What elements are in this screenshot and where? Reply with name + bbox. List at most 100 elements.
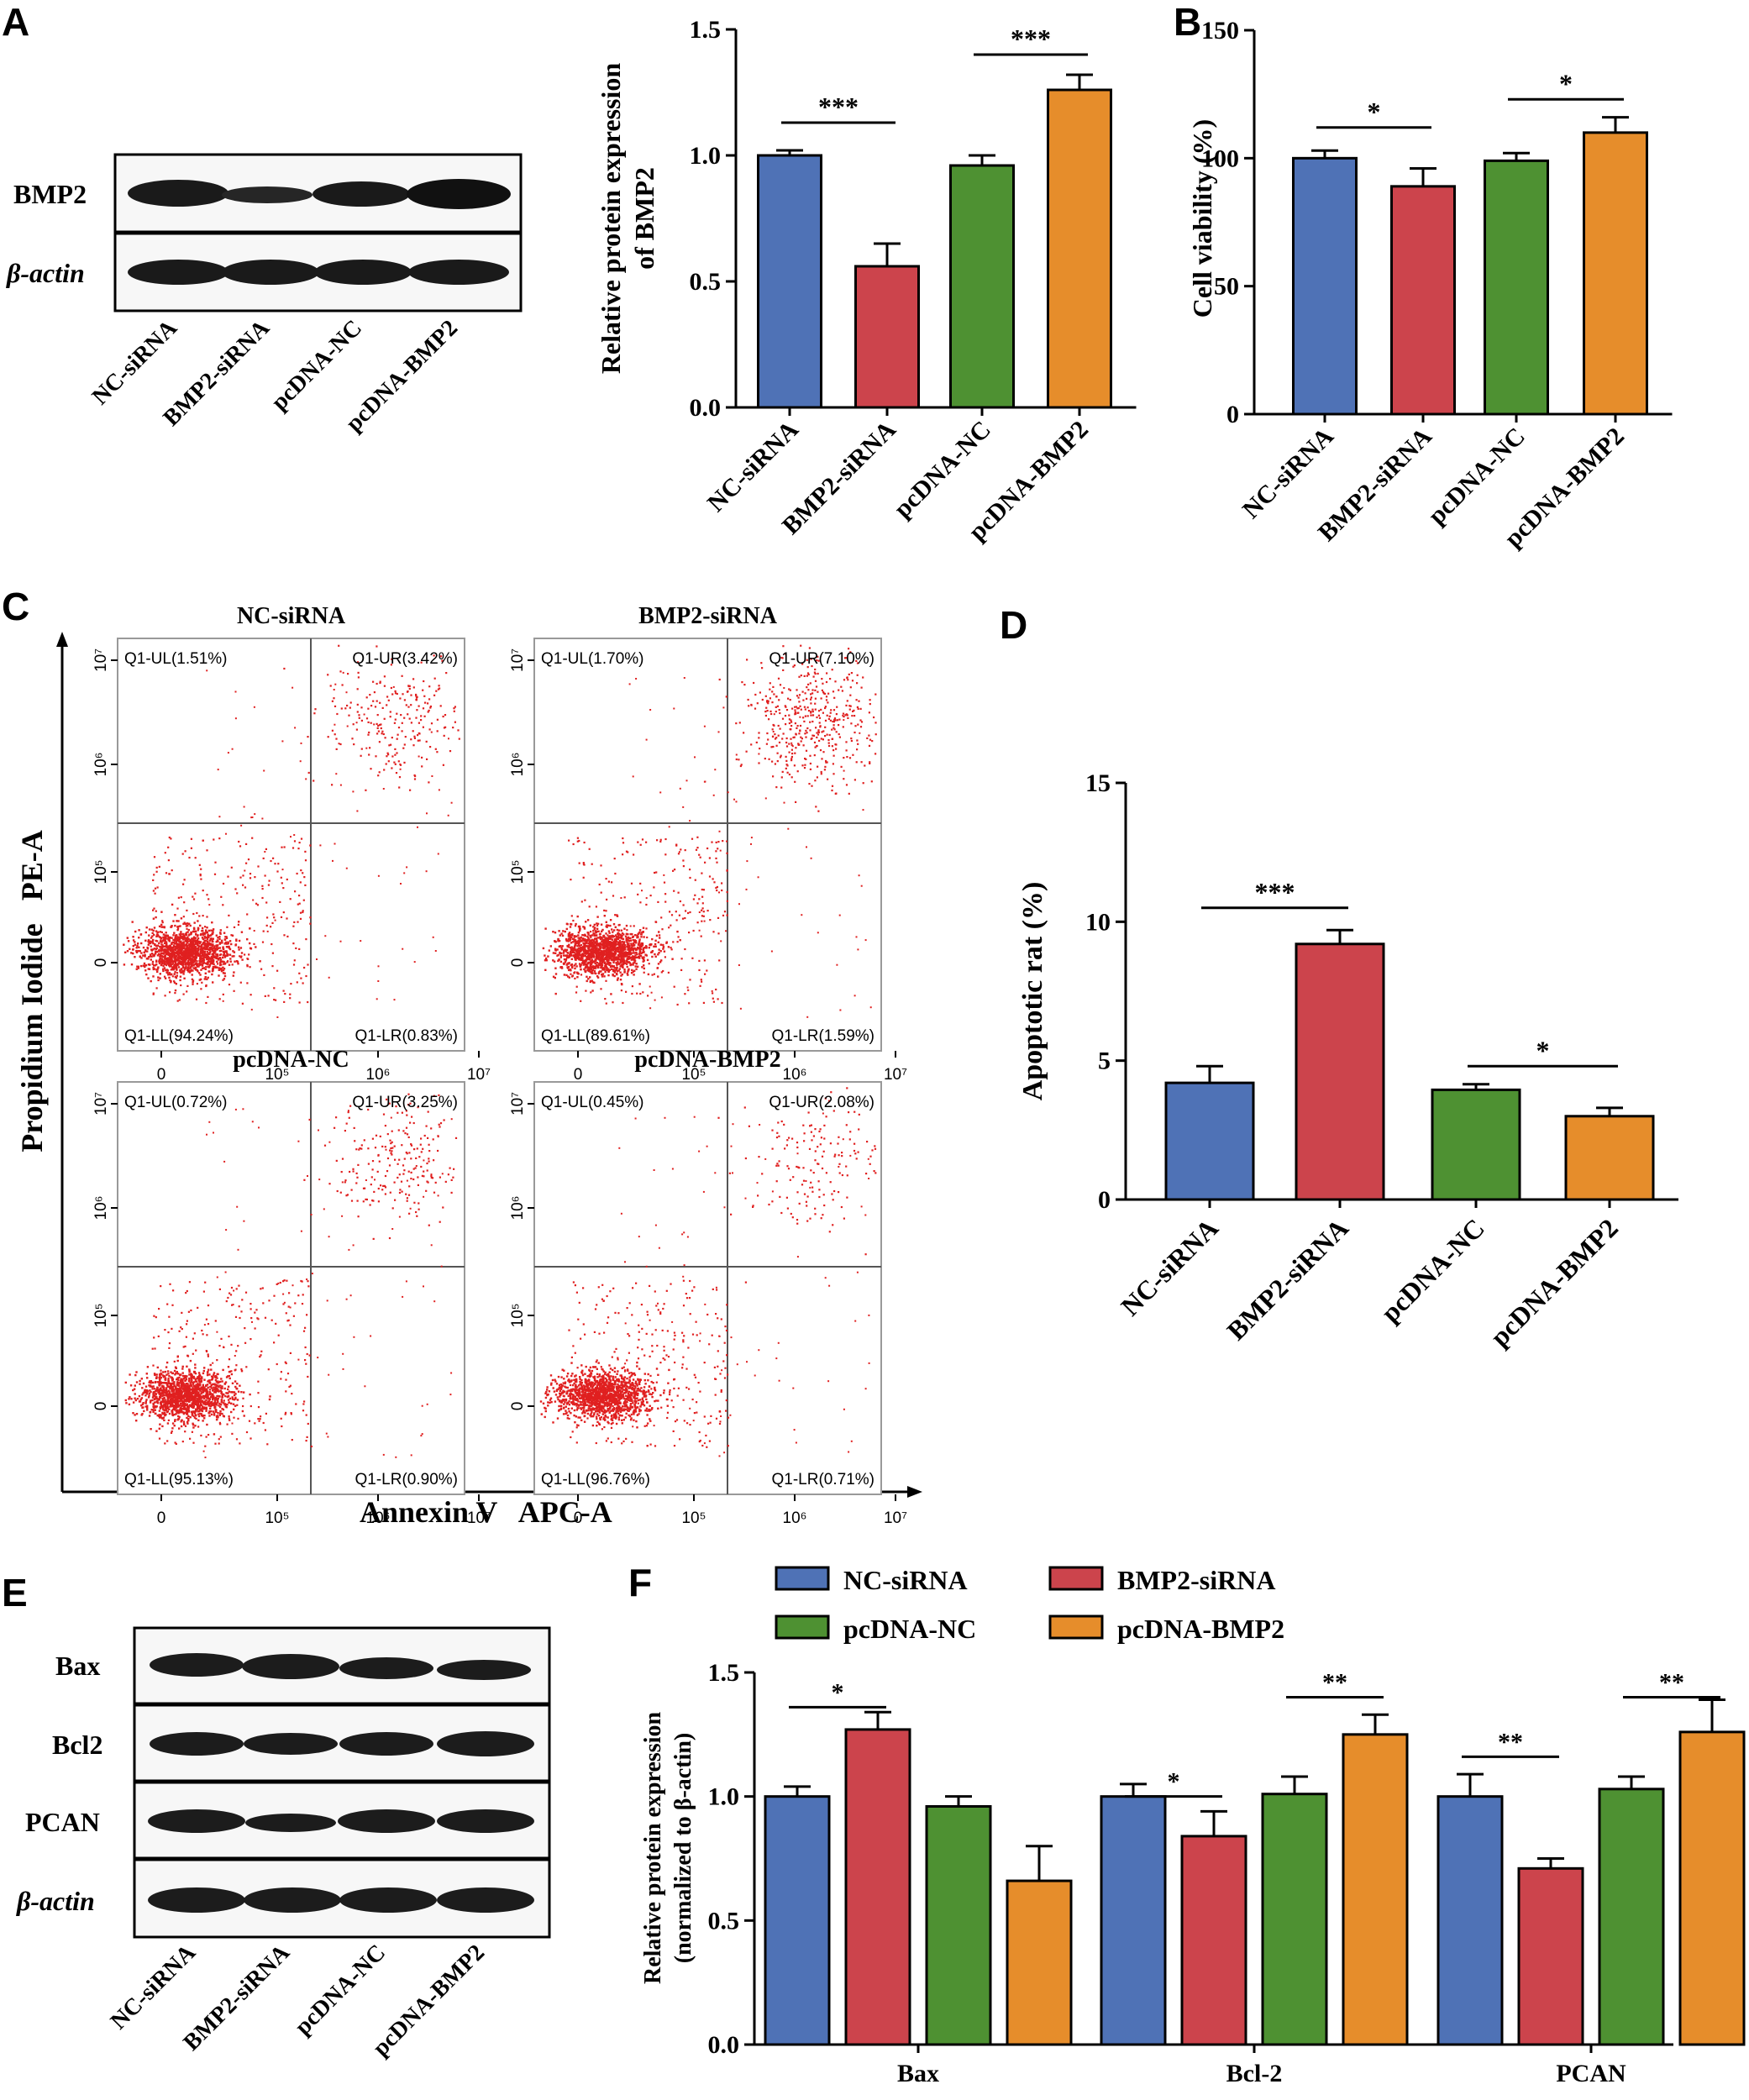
flow-dot: [222, 904, 224, 906]
flow-dot: [684, 948, 686, 951]
flow-dot: [196, 983, 198, 985]
flow-dot: [600, 943, 603, 946]
flow-dot: [187, 944, 190, 947]
flow-dot: [218, 1405, 222, 1409]
flow-dot: [600, 864, 602, 867]
flow-dot: [738, 759, 740, 761]
flow-dot: [181, 962, 184, 964]
flow-dot: [205, 1001, 207, 1005]
flow-dot: [212, 966, 215, 969]
flow-dot: [859, 719, 862, 722]
flow-dot: [175, 964, 177, 968]
flow-dot: [815, 806, 817, 808]
flow-dot: [857, 948, 859, 951]
flow-dot: [200, 969, 202, 971]
flow-dot: [843, 757, 845, 759]
flow-dot: [613, 944, 616, 948]
flow-dot: [684, 849, 686, 852]
flow-dot: [542, 947, 545, 950]
flow-x-label: Annexin V APC-A: [360, 1495, 612, 1529]
flow-dot: [192, 927, 196, 931]
flow-dot: [179, 961, 182, 963]
flow-dot: [164, 977, 167, 979]
flow-dot: [180, 1402, 182, 1404]
flow-dot: [382, 788, 385, 790]
flow-dot: [193, 1412, 197, 1415]
flow-dot: [418, 739, 421, 742]
flow-dot: [816, 736, 818, 738]
flow-dot: [198, 942, 202, 944]
flow-dot: [571, 937, 574, 940]
flow-dot: [155, 969, 158, 971]
flow-dot: [192, 964, 195, 967]
flow-dot: [182, 1404, 185, 1406]
flow-dot: [610, 958, 612, 961]
flow-dot: [327, 736, 329, 738]
flow-dot: [195, 932, 197, 935]
flow-dot: [208, 1373, 211, 1376]
flow-dot: [144, 965, 146, 969]
flow-dot: [221, 969, 224, 972]
flow-dot: [129, 1396, 131, 1399]
flow-dot: [232, 1391, 234, 1394]
flow-dot: [796, 695, 799, 697]
flow-dot: [274, 919, 276, 921]
flow-dot: [168, 948, 171, 951]
flow-dot: [162, 936, 165, 939]
flow-dot: [598, 948, 601, 951]
flow-dot: [814, 668, 817, 671]
flow-dot: [283, 846, 286, 848]
flow-dot: [206, 894, 208, 896]
flow-dot: [589, 970, 591, 974]
flow-dot: [161, 1425, 164, 1428]
flow-dot: [811, 692, 814, 695]
flow-dot: [571, 975, 574, 978]
flow-dot: [160, 940, 163, 942]
flow-dot: [588, 942, 591, 945]
flow-dot: [228, 914, 230, 916]
flow-dot: [620, 929, 622, 932]
flow-dot: [610, 948, 613, 950]
flow-dot: [621, 973, 623, 976]
flow-dot: [163, 967, 166, 969]
flow-dot: [135, 951, 139, 953]
flow-dot: [833, 696, 836, 699]
flow-dot: [835, 713, 838, 716]
flow-dot: [810, 711, 812, 714]
flow-dot: [294, 727, 297, 729]
flow-dot: [702, 1001, 705, 1004]
flow-dot: [167, 959, 170, 963]
flow-dot: [373, 691, 376, 694]
flow-dot: [156, 970, 159, 974]
flow-x-arrow-icon: [907, 1486, 922, 1498]
flow-dot: [552, 931, 554, 933]
flow-dot: [163, 975, 166, 978]
flow-dot: [802, 744, 805, 747]
flow-dot: [185, 1392, 188, 1394]
flow-dot: [634, 954, 637, 957]
flow-dot: [639, 948, 643, 950]
flow-dot: [832, 721, 835, 723]
flow-dot: [625, 924, 628, 927]
flow-dot: [144, 950, 147, 953]
flow-dot: [860, 885, 863, 887]
flow-dot: [570, 949, 573, 952]
flow-dot: [281, 882, 283, 885]
flow-dot: [622, 952, 625, 954]
flow-dot: [619, 953, 622, 956]
flow-dot: [650, 951, 653, 953]
flow-dot: [603, 944, 606, 948]
flow-dot: [247, 858, 250, 861]
flow-dot: [200, 868, 202, 870]
flow-dot: [179, 944, 181, 947]
band-bmp2-pcdna-nc: [313, 181, 410, 207]
flow-dot: [807, 683, 810, 685]
flow-dot: [187, 948, 191, 950]
flow-dot: [667, 971, 670, 974]
flow-dot: [179, 946, 181, 948]
flow-dot: [805, 729, 807, 732]
flow-dot: [785, 737, 788, 740]
flow-dot: [182, 922, 185, 926]
